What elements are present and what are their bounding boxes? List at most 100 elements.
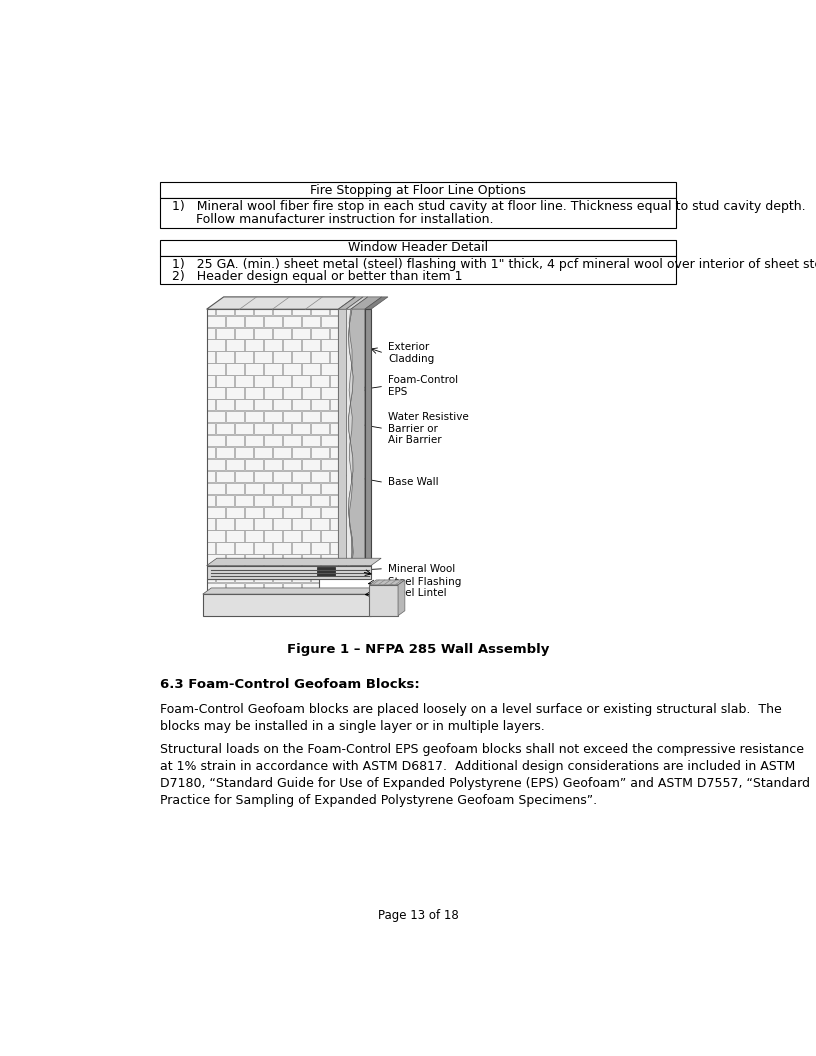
Bar	[302, 435, 320, 447]
Bar	[225, 554, 244, 566]
Bar	[254, 352, 273, 362]
Bar	[302, 507, 320, 517]
Polygon shape	[348, 309, 353, 566]
Bar	[273, 543, 291, 553]
Text: Foam-Control Geofoam blocks are placed loosely on a level surface or existing st: Foam-Control Geofoam blocks are placed l…	[160, 702, 782, 733]
Bar	[206, 316, 224, 327]
Bar	[216, 494, 234, 506]
Bar	[321, 483, 339, 494]
Bar	[264, 583, 282, 595]
Text: Window Header Detail: Window Header Detail	[348, 242, 488, 254]
Text: Figure 1 – NFPA 285 Wall Assembly: Figure 1 – NFPA 285 Wall Assembly	[287, 643, 549, 656]
Bar	[311, 494, 329, 506]
Bar	[225, 483, 244, 494]
Bar	[206, 447, 215, 458]
Bar	[206, 583, 224, 595]
Bar	[273, 518, 291, 530]
Text: Foam-Control
EPS: Foam-Control EPS	[388, 376, 458, 397]
Bar	[206, 566, 371, 580]
Bar	[225, 388, 244, 398]
Bar	[254, 423, 273, 434]
Bar	[235, 375, 253, 386]
Bar	[216, 580, 234, 582]
Bar	[235, 423, 253, 434]
Bar	[302, 339, 320, 351]
Bar	[321, 530, 339, 542]
Bar	[302, 316, 320, 327]
Bar	[206, 423, 215, 434]
Bar	[235, 352, 253, 362]
Polygon shape	[202, 588, 379, 595]
Bar	[206, 530, 224, 542]
Bar	[235, 309, 253, 315]
Bar	[206, 580, 215, 582]
Text: Page 13 of 18: Page 13 of 18	[378, 909, 459, 922]
Bar	[160, 257, 676, 284]
Bar	[235, 580, 253, 582]
Polygon shape	[206, 559, 381, 566]
Bar	[292, 352, 310, 362]
Bar	[235, 399, 253, 411]
Bar	[282, 483, 300, 494]
Bar	[245, 530, 263, 542]
Bar	[282, 388, 300, 398]
Bar	[206, 388, 224, 398]
Bar	[225, 316, 244, 327]
Bar	[365, 309, 371, 566]
Bar	[264, 411, 282, 422]
Bar	[292, 518, 310, 530]
Text: 1)   Mineral wool fiber fire stop in each stud cavity at floor line. Thickness e: 1) Mineral wool fiber fire stop in each …	[171, 200, 805, 212]
Bar	[216, 543, 234, 553]
Bar	[317, 567, 335, 577]
Bar	[206, 411, 224, 422]
Bar	[245, 483, 263, 494]
Bar	[216, 423, 234, 434]
Bar	[321, 554, 339, 566]
Bar	[273, 447, 291, 458]
Bar	[206, 518, 215, 530]
Bar	[292, 580, 310, 582]
Text: Follow manufacturer instruction for installation.: Follow manufacturer instruction for inst…	[171, 213, 493, 226]
Bar	[292, 327, 310, 339]
Bar	[216, 471, 234, 483]
Bar	[206, 471, 215, 483]
Bar	[264, 388, 282, 398]
Bar	[254, 309, 273, 315]
Bar	[311, 471, 329, 483]
Bar	[302, 530, 320, 542]
Bar	[216, 447, 234, 458]
Polygon shape	[370, 580, 405, 585]
Bar	[311, 580, 319, 582]
Bar	[206, 435, 224, 447]
Bar	[254, 447, 273, 458]
Bar	[254, 494, 273, 506]
Bar	[302, 388, 320, 398]
Bar	[245, 388, 263, 398]
Bar	[264, 363, 282, 375]
Polygon shape	[348, 309, 365, 566]
Polygon shape	[351, 297, 382, 309]
Bar	[245, 554, 263, 566]
Bar	[206, 483, 224, 494]
Bar	[206, 580, 319, 595]
Text: Steel Lintel: Steel Lintel	[388, 588, 446, 599]
Bar	[282, 411, 300, 422]
Bar	[282, 530, 300, 542]
Bar	[264, 554, 282, 566]
Bar	[235, 447, 253, 458]
Bar	[206, 327, 215, 339]
Bar	[273, 399, 291, 411]
Bar	[330, 375, 339, 386]
Bar	[302, 411, 320, 422]
Bar	[273, 352, 291, 362]
Bar	[302, 483, 320, 494]
Bar	[216, 327, 234, 339]
Bar	[202, 595, 371, 616]
Bar	[311, 518, 329, 530]
Bar	[235, 494, 253, 506]
Bar	[245, 435, 263, 447]
Bar	[225, 583, 244, 595]
Bar	[321, 316, 339, 327]
Bar	[339, 309, 346, 566]
Bar	[245, 363, 263, 375]
